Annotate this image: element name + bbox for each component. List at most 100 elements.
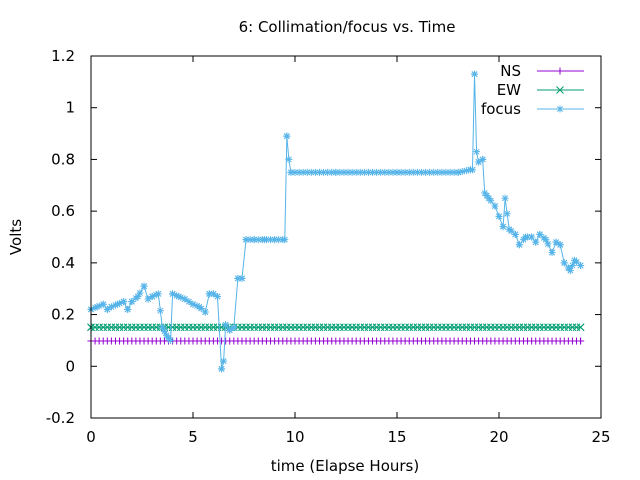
point-focus: [205, 290, 213, 298]
y-tick-label: 1: [65, 99, 75, 117]
point-focus: [154, 290, 162, 298]
x-axis-label: time (Elapse Hours): [271, 457, 419, 475]
point-focus: [475, 158, 483, 166]
point-focus: [422, 168, 430, 176]
point-focus: [234, 274, 242, 282]
axis-ticks: 0 5 10 15 20 25 -0.2 0 0.2 0.4 0.6 0.8 1 1.2: [46, 47, 611, 446]
point-focus: [107, 303, 115, 311]
point-focus: [532, 238, 540, 246]
point-focus: [548, 249, 556, 257]
point-focus: [522, 233, 530, 241]
series-focus: [87, 70, 585, 373]
point-focus: [430, 168, 438, 176]
point-focus: [426, 168, 434, 176]
y-tick-label: 1.2: [51, 47, 75, 65]
legend-marker-EW: [556, 86, 564, 94]
x-tick-label: 20: [489, 428, 508, 446]
point-focus: [114, 300, 122, 308]
point-focus: [148, 292, 156, 300]
point-focus: [287, 168, 295, 176]
point-focus: [381, 168, 389, 176]
point-focus: [120, 298, 128, 306]
point-focus: [397, 168, 405, 176]
x-tick-label: 25: [591, 428, 610, 446]
point-focus: [485, 194, 493, 202]
point-focus: [136, 289, 144, 297]
y-tick-label: 0.8: [51, 150, 75, 168]
point-focus: [542, 236, 550, 244]
point-focus: [495, 212, 503, 220]
point-focus: [528, 233, 536, 241]
point-focus: [536, 230, 544, 238]
point-focus: [218, 365, 226, 373]
point-focus: [515, 241, 523, 249]
point-focus: [552, 238, 560, 246]
legend-marker-focus: [556, 105, 564, 113]
point-EW: [576, 323, 585, 332]
point-focus: [348, 168, 356, 176]
point-focus: [250, 236, 258, 244]
point-focus: [401, 168, 409, 176]
point-focus: [311, 168, 319, 176]
legend-label: focus: [481, 100, 521, 118]
x-tick-label: 10: [285, 428, 304, 446]
point-focus: [409, 168, 417, 176]
point-focus: [385, 168, 393, 176]
point-focus: [238, 274, 246, 282]
point-focus: [458, 167, 466, 175]
point-focus: [462, 167, 470, 175]
y-tick-label: 0: [65, 357, 75, 375]
point-focus: [195, 303, 203, 311]
point-focus: [222, 321, 230, 329]
point-focus: [260, 236, 268, 244]
point-focus: [177, 293, 185, 301]
point-focus: [285, 155, 293, 163]
point-focus: [454, 168, 462, 176]
point-focus: [389, 168, 397, 176]
point-focus: [193, 302, 201, 310]
point-focus: [336, 168, 344, 176]
legend-label: EW: [497, 81, 521, 99]
y-tick-label: -0.2: [46, 409, 75, 427]
point-focus: [230, 324, 238, 331]
point-focus: [369, 168, 377, 176]
plot-area: [87, 70, 585, 373]
point-focus: [352, 168, 360, 176]
point-focus: [438, 168, 446, 176]
point-focus: [103, 305, 111, 313]
point-focus: [140, 282, 148, 290]
point-focus: [344, 168, 352, 176]
point-focus: [158, 324, 166, 331]
point-focus: [303, 168, 311, 176]
point-focus: [189, 300, 197, 308]
point-focus: [503, 210, 511, 218]
y-axis-label: Volts: [7, 219, 25, 255]
point-focus: [315, 168, 323, 176]
point-focus: [360, 168, 368, 176]
point-focus: [491, 202, 499, 210]
point-focus: [160, 327, 168, 335]
x-tick-label: 0: [86, 428, 96, 446]
point-focus: [209, 290, 217, 298]
point-focus: [175, 292, 183, 300]
point-focus: [91, 304, 99, 312]
point-focus: [185, 298, 193, 306]
point-focus: [405, 168, 413, 176]
point-focus: [111, 301, 119, 309]
point-focus: [242, 236, 250, 244]
point-focus: [505, 225, 513, 233]
y-tick-label: 0.6: [51, 202, 75, 220]
point-focus: [201, 308, 209, 316]
point-focus: [283, 132, 291, 140]
point-focus: [473, 148, 481, 156]
point-focus: [356, 168, 364, 176]
point-focus: [152, 291, 160, 299]
point-focus: [499, 223, 507, 231]
point-focus: [481, 189, 489, 197]
point-focus: [501, 194, 509, 202]
point-focus: [446, 168, 454, 176]
point-NS: [577, 337, 585, 345]
point-focus: [417, 168, 425, 176]
